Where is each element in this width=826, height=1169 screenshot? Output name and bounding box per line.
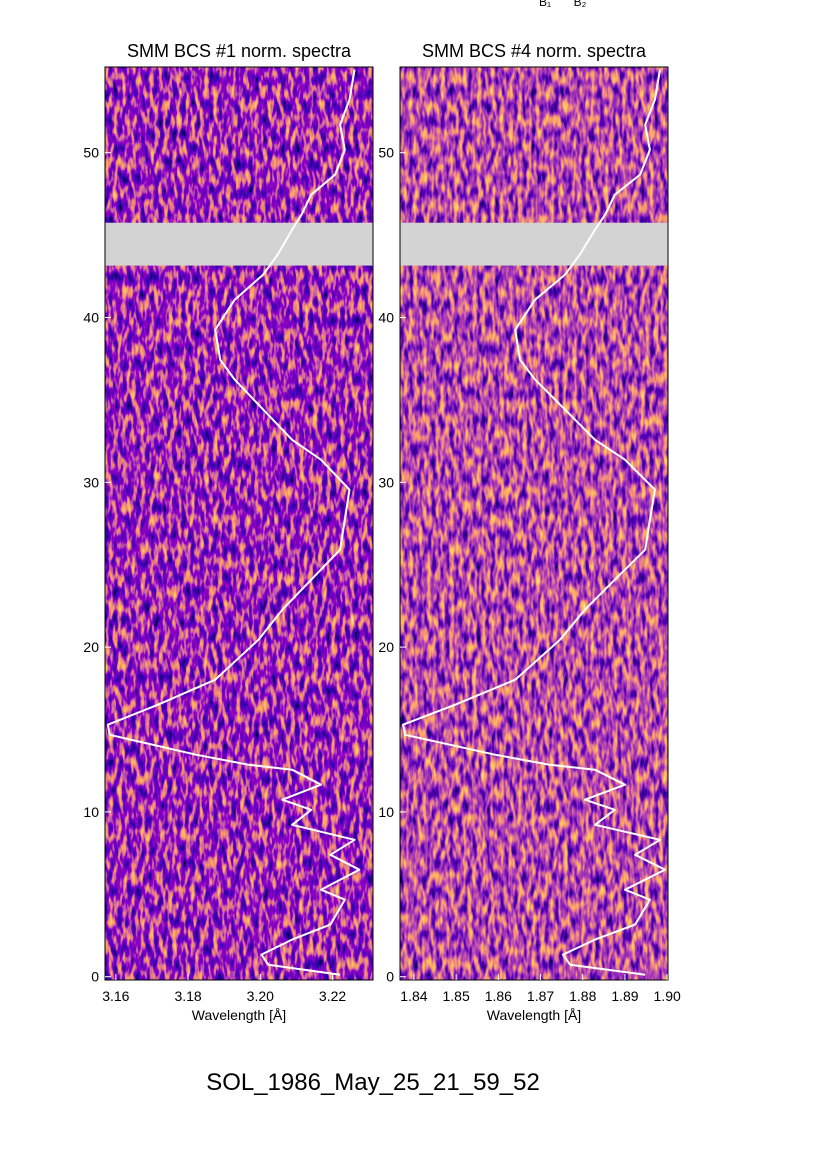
x-tick-label: 1.90 xyxy=(654,988,681,1004)
y-tick-label: 40 xyxy=(83,309,99,325)
y-tick-label: 10 xyxy=(378,804,394,820)
footer: SOL_1986_May_25_21_59_52 xyxy=(206,1069,540,1096)
plot-frame xyxy=(399,66,669,981)
x-tick-label: 1.84 xyxy=(400,988,427,1004)
plot-frame xyxy=(104,66,374,981)
spectrum-image xyxy=(400,67,668,980)
x-axis-label: Wavelength [Å] xyxy=(192,1007,286,1023)
x-axis-label: Wavelength [Å] xyxy=(487,1007,581,1023)
x-tick-label: 3.20 xyxy=(247,988,274,1004)
data-gap xyxy=(400,222,668,266)
x-tick-label: 3.18 xyxy=(174,988,201,1004)
x-tick-label: 1.88 xyxy=(569,988,596,1004)
y-tick-label: 30 xyxy=(83,474,99,490)
light-curve xyxy=(402,69,666,976)
y-tick-label: 20 xyxy=(378,639,394,655)
panel-title: SMM BCS #1 norm. spectra xyxy=(127,41,352,61)
y-tick-label: 0 xyxy=(91,969,99,985)
panel: SMM BCS #1 norm. spectra Wavelength [Å] 3.… xyxy=(83,41,374,1023)
y-tick-label: 40 xyxy=(378,309,394,325)
panel-title: SMM BCS #4 norm. spectra xyxy=(422,41,647,61)
x-tick-label: 3.16 xyxy=(102,988,129,1004)
top-label: B₂ xyxy=(574,0,587,9)
panel: SMM BCS #4 norm. spectra Wavelength [Å] 1.… xyxy=(378,41,681,1023)
y-tick-label: 20 xyxy=(83,639,99,655)
top-label: B₁ xyxy=(539,0,551,9)
y-tick-label: 30 xyxy=(378,474,394,490)
y-tick-label: 50 xyxy=(378,145,394,161)
x-tick-label: 3.22 xyxy=(319,988,346,1004)
x-tick-label: 1.85 xyxy=(443,988,470,1004)
x-tick-label: 1.86 xyxy=(485,988,512,1004)
y-tick-label: 10 xyxy=(83,804,99,820)
light-curve xyxy=(106,69,361,976)
y-tick-label: 50 xyxy=(83,145,99,161)
data-gap xyxy=(105,222,373,266)
x-tick-label: 1.89 xyxy=(611,988,638,1004)
spectrum-image xyxy=(105,67,373,980)
y-tick-label: 0 xyxy=(386,969,394,985)
x-tick-label: 1.87 xyxy=(527,988,554,1004)
